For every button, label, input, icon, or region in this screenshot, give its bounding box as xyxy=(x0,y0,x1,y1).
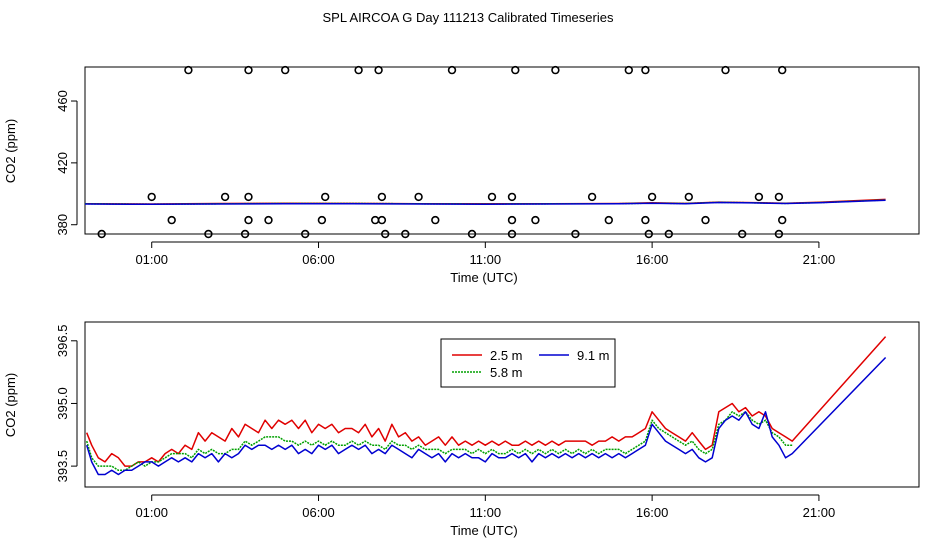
bottom-y-axis: 393.5 395.0 396.5 xyxy=(55,325,78,483)
flag-point xyxy=(644,229,653,239)
flag-point xyxy=(244,65,253,75)
flag-point xyxy=(641,65,650,75)
bottom-panel: 01:00 06:00 11:00 16:00 21:00 393.5 395.0 396.… xyxy=(3,321,920,538)
bottom-plot-frame xyxy=(84,321,920,488)
flag-point xyxy=(184,65,193,75)
bottom-y-axis-label: CO2 (ppm) xyxy=(3,373,18,437)
flag-point xyxy=(507,215,517,225)
flag-point xyxy=(777,215,787,225)
top-plot-frame xyxy=(84,66,920,235)
top-panel: 01:00 06:00 11:00 16:00 21:00 380 420 460 Time… xyxy=(3,65,920,285)
bottom-series-line-9-1-m xyxy=(85,356,887,476)
legend: 2.5 m 5.8 m 9.1 m xyxy=(440,338,616,388)
bottom-series-group xyxy=(85,336,887,476)
top-series-group xyxy=(84,198,886,206)
top-x-tick-label: 21:00 xyxy=(803,252,836,267)
flag-point xyxy=(701,215,710,225)
bottom-x-tick-label: 16:00 xyxy=(636,505,669,520)
flag-point xyxy=(587,192,597,202)
flag-point xyxy=(754,192,764,202)
flag-point xyxy=(777,65,787,75)
top-x-tick-label: 16:00 xyxy=(636,252,669,267)
top-y-tick-label: 460 xyxy=(55,90,70,112)
top-flags-group xyxy=(97,65,787,239)
flag-point xyxy=(604,215,613,225)
flag-point xyxy=(624,65,633,75)
flag-point xyxy=(641,215,650,225)
bottom-y-tick-label: 393.5 xyxy=(55,450,70,483)
flag-point xyxy=(220,192,230,202)
bottom-y-tick-label: 395.0 xyxy=(55,387,70,420)
flag-point xyxy=(301,229,310,239)
flag-point xyxy=(721,65,730,75)
bottom-y-tick-label: 396.5 xyxy=(55,325,70,358)
top-y-tick-label: 420 xyxy=(55,152,70,174)
flag-point xyxy=(507,229,517,239)
flag-point xyxy=(551,65,560,75)
flag-point xyxy=(167,215,176,225)
flag-point xyxy=(467,229,477,239)
legend-box xyxy=(440,338,616,388)
flag-point xyxy=(321,192,330,202)
top-x-axis-label: Time (UTC) xyxy=(450,270,517,285)
flag-point xyxy=(511,65,520,75)
flag-point xyxy=(244,192,253,202)
flag-point xyxy=(487,192,497,202)
legend-label-9-1m: 9.1 m xyxy=(577,348,610,363)
flag-point xyxy=(447,65,457,75)
bottom-x-axis: 01:00 06:00 11:00 16:00 21:00 xyxy=(135,494,836,520)
flag-point xyxy=(664,229,673,239)
flag-point xyxy=(147,192,156,202)
bottom-x-tick-label: 06:00 xyxy=(302,505,335,520)
flag-point xyxy=(531,215,540,225)
bottom-series-line-5-8-m xyxy=(85,411,793,472)
legend-label-2-5m: 2.5 m xyxy=(490,348,523,363)
flag-point xyxy=(377,215,387,225)
flag-point xyxy=(507,192,517,202)
flag-point xyxy=(281,65,290,75)
top-y-axis: 380 420 460 xyxy=(55,90,78,236)
flag-point xyxy=(264,215,273,225)
flag-point xyxy=(374,65,383,75)
bottom-x-tick-label: 21:00 xyxy=(803,505,836,520)
chart-title: SPL AIRCOA G Day 111213 Calibrated Times… xyxy=(323,10,614,25)
legend-label-5-8m: 5.8 m xyxy=(490,365,523,380)
flag-point xyxy=(244,215,253,225)
bottom-x-axis-label: Time (UTC) xyxy=(450,523,517,538)
flag-point xyxy=(737,229,747,239)
flag-point xyxy=(381,229,390,239)
flag-point xyxy=(354,65,363,75)
bottom-series-line-2-5-m xyxy=(86,336,887,467)
flag-point xyxy=(571,229,580,239)
top-series-line-9-1-m xyxy=(84,199,886,206)
top-y-axis-label: CO2 (ppm) xyxy=(3,119,18,183)
flag-point xyxy=(647,192,657,202)
flag-point xyxy=(240,229,250,239)
bottom-x-tick-label: 01:00 xyxy=(135,505,168,520)
flag-point xyxy=(317,215,327,225)
flag-point xyxy=(684,192,693,202)
flag-point xyxy=(774,229,784,239)
flag-point xyxy=(377,192,387,202)
top-y-tick-label: 380 xyxy=(55,214,70,236)
flag-point xyxy=(401,229,410,239)
flag-point xyxy=(431,215,440,225)
flag-point xyxy=(774,192,784,202)
top-x-tick-label: 06:00 xyxy=(302,252,335,267)
flag-point xyxy=(97,229,106,239)
flag-point xyxy=(204,229,213,239)
top-x-tick-label: 01:00 xyxy=(135,252,168,267)
bottom-x-tick-label: 11:00 xyxy=(470,505,502,520)
flag-point xyxy=(414,192,423,202)
top-x-tick-label: 11:00 xyxy=(470,252,502,267)
top-x-axis: 01:00 06:00 11:00 16:00 21:00 xyxy=(135,241,836,267)
